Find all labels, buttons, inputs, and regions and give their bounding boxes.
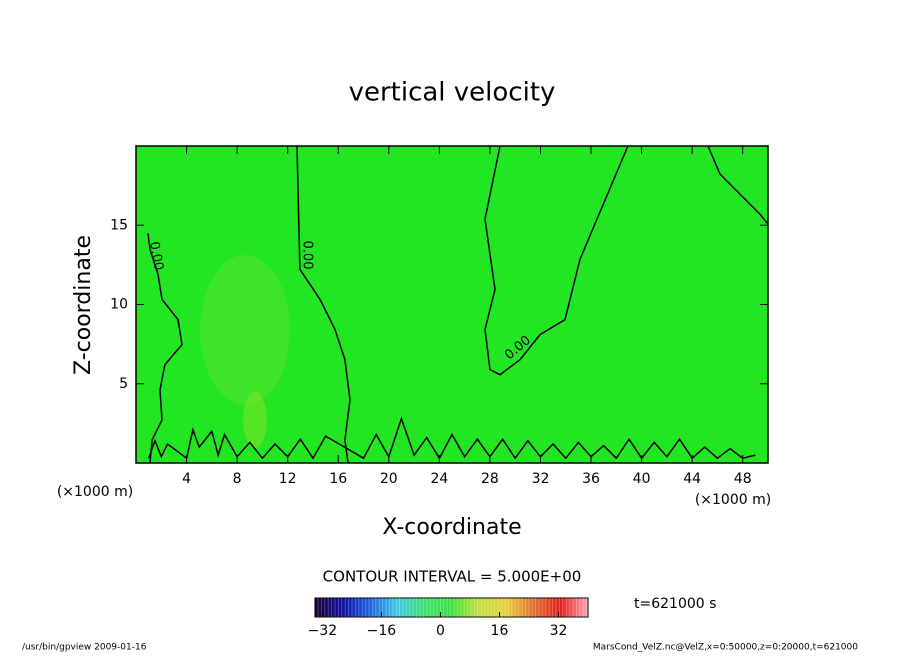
y-tick-label: 10 — [110, 297, 128, 313]
x-tick-label: 48 — [734, 471, 752, 487]
x-axis-label: X-coordinate — [382, 515, 521, 540]
colorbar-tick-label: 16 — [491, 623, 509, 639]
x-tick-label: 4 — [182, 471, 191, 487]
x-tick-label: 16 — [329, 471, 347, 487]
x-tick-label: 12 — [279, 471, 297, 487]
contour-interval: CONTOUR INTERVAL = 5.000E+00 — [323, 568, 582, 586]
x-tick-label: 36 — [582, 471, 600, 487]
colorbar-tick-label: 32 — [550, 623, 568, 639]
contour-label: 0.00 — [300, 241, 315, 270]
x-tick-label: 20 — [380, 471, 398, 487]
contour-line — [484, 145, 629, 376]
x-tick-label: 24 — [430, 471, 448, 487]
colorbar-tick-label: −16 — [367, 623, 397, 639]
field-patch — [200, 255, 290, 405]
x-tick-label: 8 — [233, 471, 242, 487]
y-unit: (×1000 m) — [57, 484, 133, 500]
footer-left: /usr/bin/gpview 2009-01-16 — [22, 643, 147, 653]
contour-line — [707, 145, 769, 225]
colorbar-tick-label: 0 — [436, 623, 445, 639]
time-label: t=621000 s — [634, 596, 716, 612]
y-tick-label: 15 — [110, 217, 128, 233]
y-tick-label: 5 — [119, 376, 128, 392]
contour-label: 0.00 — [146, 240, 166, 271]
chart-title: vertical velocity — [349, 78, 556, 108]
footer-right: MarsCond_VelZ.nc@VelZ,x=0:50000,z=0:2000… — [593, 643, 858, 653]
y-axis-label: Z-coordinate — [71, 235, 96, 375]
field — [136, 146, 768, 463]
x-tick-label: 44 — [683, 471, 701, 487]
x-unit: (×1000 m) — [695, 492, 771, 508]
colorbar-tick-label: −32 — [308, 623, 338, 639]
x-tick-label: 28 — [481, 471, 499, 487]
colorbar — [314, 597, 589, 618]
field-patch — [243, 392, 267, 448]
contour-line — [296, 145, 351, 464]
contour-line — [147, 416, 756, 460]
x-tick-label: 40 — [633, 471, 651, 487]
x-tick-label: 32 — [532, 471, 550, 487]
contour-line — [147, 233, 183, 464]
